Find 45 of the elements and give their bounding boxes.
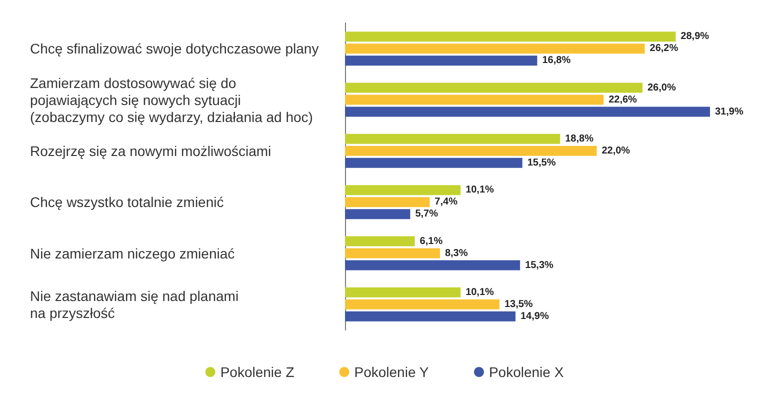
data-label: 5,7% [415,208,438,220]
bar [345,236,415,246]
bar [345,197,430,208]
bar [345,209,410,220]
bar [345,299,500,310]
data-label: 16,8% [542,55,571,66]
legend-label: Pokolenie Y [354,364,430,380]
bar [345,94,604,105]
bar [345,185,461,196]
data-label: 13,5% [504,298,533,310]
y-tick-label: Nie zastanawiam się nad planami na przyszłość [30,288,239,321]
data-label: 15,3% [525,260,554,271]
bar [345,158,522,168]
bar [345,146,597,156]
legend-label: Pokolenie Z [220,364,295,380]
bar [345,32,676,42]
data-label: 26,2% [650,43,678,54]
data-label: 8,3% [444,248,468,259]
bar [345,82,642,93]
bar [345,56,538,66]
data-label: 22,6% [608,94,638,106]
y-tick-label: Zamierzam dostosowywać się do pojawiających się nowych sytuacji (zobaczymy co się wydarzy, działania ad hoc) [30,74,313,125]
bar [345,106,710,117]
bar [345,260,520,270]
y-tick-label: Rozejrzę się za nowymi możliwościami [30,142,272,159]
data-label: 15,5% [527,157,556,168]
data-label: 26,0% [647,82,676,94]
data-label: 10,1% [466,286,494,298]
y-tick-label: Nie zamierzam niczego zmieniać [30,245,235,262]
data-label: 28,9% [680,31,710,42]
y-tick-label: Chcę wszystko totalnie zmienić [30,194,224,210]
data-label: 22,0% [602,145,630,156]
bar [345,311,516,322]
legend-label: Pokolenie X [488,364,564,380]
data-label: 7,4% [434,196,458,208]
data-label: 18,8% [565,133,594,144]
data-label: 31,9% [715,106,744,118]
bar [345,44,645,54]
y-tick-label: Chcę sfinalizować swoje dotychczasowe plany [30,40,319,57]
data-label: 10,1% [466,184,494,196]
bar [345,134,560,144]
data-label: 6,1% [420,236,443,247]
data-label: 14,9% [520,310,549,322]
bar [345,248,440,258]
bar [345,287,461,298]
